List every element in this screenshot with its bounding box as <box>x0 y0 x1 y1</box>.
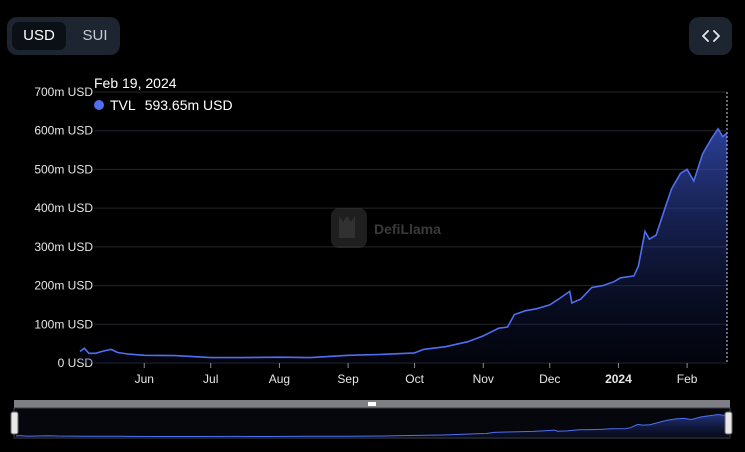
y-tick-label: 700m USD <box>34 85 93 99</box>
tooltip-date: Feb 19, 2024 <box>94 75 177 91</box>
y-axis: 0 USD 100m USD 200m USD 300m USD 400m USD 500… <box>34 85 93 370</box>
embed-code-button[interactable] <box>689 17 732 55</box>
watermark-text: DefiLlama <box>374 221 441 237</box>
y-tick-label: 400m USD <box>34 201 93 215</box>
y-tick-label: 100m USD <box>34 317 93 331</box>
navigator-top-bar[interactable] <box>14 400 730 408</box>
navigator-left-handle[interactable] <box>10 411 19 435</box>
navigator-track <box>13 407 731 439</box>
y-tick-label: 200m USD <box>34 279 93 293</box>
x-tick-label: Jul <box>203 372 218 386</box>
navigator-right-handle[interactable] <box>724 411 733 435</box>
x-tick-label: Dec <box>539 372 560 386</box>
tvl-line <box>79 127 728 359</box>
code-brackets-icon <box>701 30 720 42</box>
tvl-area <box>80 128 727 363</box>
x-tick-label: Feb <box>677 372 698 386</box>
grid-lines <box>94 91 727 364</box>
currency-toggle: USD SUI <box>7 17 120 55</box>
x-axis: Jun Jul Aug Sep Oct Nov Dec 2024 Feb <box>135 363 698 386</box>
x-tick-label: 2024 <box>605 372 632 386</box>
x-tick-label: Oct <box>405 372 424 386</box>
x-tick-label: Nov <box>473 372 494 386</box>
x-tick-label: Aug <box>269 372 290 386</box>
x-tick-label: Sep <box>337 372 359 386</box>
x-tick-label: Jun <box>135 372 154 386</box>
tooltip-value-row: TVL 593.65m USD <box>94 97 233 113</box>
range-navigator[interactable] <box>10 400 733 439</box>
tooltip-series-name: TVL <box>110 97 136 113</box>
tooltip-value: 593.65m USD <box>144 97 233 113</box>
y-tick-label: 500m USD <box>34 162 93 176</box>
navigator-area <box>16 414 728 437</box>
y-tick-label: 300m USD <box>34 240 93 254</box>
y-tick-label: 0 USD <box>58 356 94 370</box>
navigator-line <box>15 413 729 438</box>
currency-option-usd[interactable]: USD <box>12 22 66 50</box>
series-color-dot <box>94 100 104 110</box>
watermark-logo: DefiLlama <box>331 208 441 248</box>
currency-option-sui[interactable]: SUI <box>82 27 108 44</box>
navigator-grip-icon[interactable] <box>368 402 376 406</box>
y-tick-label: 600m USD <box>34 124 93 138</box>
